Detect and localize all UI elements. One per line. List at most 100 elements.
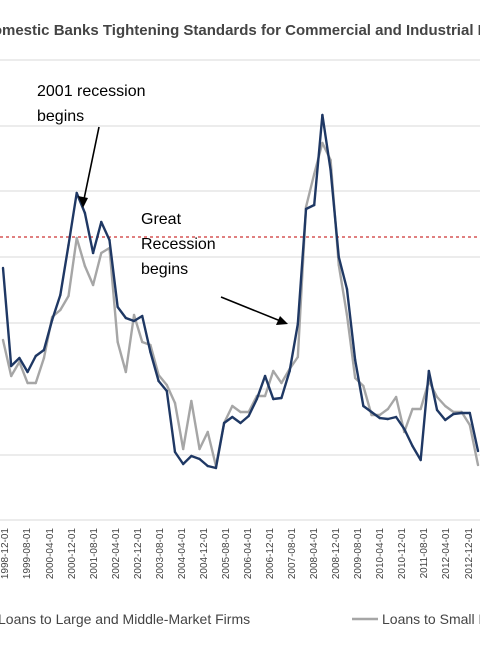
large-middle-firms-segment (206, 464, 218, 470)
x-tick-label: 2005-08-01 (221, 528, 232, 580)
small-firms-segment (198, 430, 209, 451)
annotation-great-recession: Great Recession begins (141, 211, 288, 325)
legend-label-large-middle: Loans to Large and Middle-Market Firms (0, 611, 250, 627)
x-tick-label: 2012-12-01 (464, 528, 475, 580)
small-firms-segment (345, 313, 357, 380)
large-middle-firms-segment (255, 374, 267, 401)
large-middle-firms-segment (386, 415, 398, 421)
annotation-great-recession-line-2: Recession (141, 236, 216, 253)
small-firms-segment (378, 407, 390, 417)
small-firms-segment (403, 407, 414, 434)
small-firms-segment (59, 294, 70, 312)
large-middle-firms-segment (321, 113, 332, 172)
large-middle-firms-segment (337, 255, 349, 291)
large-middle-firms-segment (165, 389, 177, 454)
large-middle-firms-segment (173, 450, 185, 466)
large-middle-firms-segment (42, 318, 54, 352)
large-middle-firms-segment (345, 287, 357, 362)
large-middle-firms-segment (435, 408, 447, 422)
annotation-great-recession-arrowhead (276, 316, 288, 325)
large-middle-firms-segment (263, 374, 275, 401)
x-tick-label: 2012-04-01 (441, 528, 452, 580)
small-firms-segment (222, 404, 234, 425)
large-middle-firms-segment (231, 415, 242, 425)
annotation-2001-line-1: 2001 recession (37, 83, 146, 100)
large-middle-firms-segment (329, 168, 340, 259)
small-firms-segment (83, 264, 95, 287)
large-middle-firms-segment (452, 411, 463, 416)
large-middle-firms-segment (419, 369, 431, 462)
large-middle-firms-segment (362, 404, 373, 414)
large-middle-firms-segment (141, 314, 152, 354)
large-middle-firms-segment (18, 356, 29, 374)
x-tick-label: 2006-04-01 (243, 528, 254, 580)
large-middle-firms-segment (124, 316, 136, 323)
large-middle-firms-segment (394, 415, 406, 431)
x-tick-label: 2004-04-01 (177, 528, 188, 580)
small-firms-segment (272, 369, 283, 385)
small-firms-segment (124, 313, 136, 374)
annotation-2001: 2001 recession begins (37, 83, 146, 208)
x-tick-label: 2010-12-01 (397, 528, 408, 580)
legend-label-small: Loans to Small Firms (382, 611, 480, 627)
small-firms-segment (181, 399, 193, 451)
small-firms-segment (206, 430, 218, 468)
large-middle-firms-segment (198, 457, 209, 468)
x-tick-label: 2009-08-01 (353, 528, 364, 580)
large-middle-firms-segment (313, 113, 324, 207)
x-tick-label: 2002-04-01 (111, 528, 122, 580)
gridlines (0, 59, 480, 456)
small-firms-segment (67, 236, 78, 298)
large-middle-firms-segment (353, 358, 365, 408)
large-middle-firms-segment (214, 421, 226, 470)
large-middle-firms-segment (247, 397, 259, 418)
small-firms-segment (9, 360, 21, 378)
annotation-2001-arrowhead (78, 196, 88, 208)
x-tick-label: 2004-12-01 (199, 528, 210, 580)
x-tick-label: 1998-12-01 (0, 528, 11, 580)
small-firms-segment (435, 395, 447, 408)
large-middle-firms-segment (100, 220, 111, 242)
small-firms-segment (190, 399, 201, 451)
large-middle-firms-segment (181, 454, 193, 466)
series-layer (1, 113, 480, 470)
large-middle-firms-segment (1, 266, 13, 368)
small-firms-segment (75, 236, 87, 268)
small-firms-segment (337, 263, 349, 317)
legend: Loans to Large and Middle-Market Firms L… (0, 611, 480, 627)
small-firms-segment (34, 356, 46, 385)
x-tick-labels: 1998-12-01 1999-08-01 2000-04-01 2000-12-01… (0, 528, 475, 580)
large-middle-firms-segment (132, 314, 144, 323)
large-middle-firms-segment (149, 350, 160, 383)
large-middle-firms-segment (108, 238, 119, 309)
large-middle-firms-segment (444, 412, 455, 422)
small-firms-segment (444, 404, 455, 414)
small-firms-segment (116, 340, 128, 374)
large-middle-firms-segment (239, 414, 250, 425)
small-firms-segment (100, 246, 111, 255)
large-middle-firms-segment (157, 379, 168, 393)
large-middle-firms-segment (50, 293, 62, 322)
small-firms-segment (247, 394, 259, 414)
x-tick-label: 2002-12-01 (133, 528, 144, 580)
large-middle-firms-segment (83, 211, 95, 255)
annotation-2001-arrow (82, 126, 100, 205)
large-middle-firms-segment (296, 207, 308, 326)
large-middle-firms-segment (288, 322, 300, 373)
x-tick-label: 2008-12-01 (331, 528, 342, 580)
large-middle-firms-segment (67, 191, 78, 247)
large-middle-firms-segment (222, 415, 234, 425)
small-firms-segment (18, 360, 29, 385)
large-middle-firms-segment (378, 416, 390, 421)
annotation-2001-line-2: begins (37, 108, 84, 125)
large-middle-firms-segment (411, 444, 422, 462)
annotation-great-recession-line-3: begins (141, 261, 188, 278)
annotation-great-recession-arrow (220, 296, 284, 323)
large-middle-firms-series (1, 113, 480, 470)
small-firms-segment (231, 404, 242, 414)
large-middle-firms-segment (280, 369, 291, 400)
large-middle-firms-segment (75, 191, 87, 215)
x-tick-label: 1999-08-01 (22, 528, 33, 580)
large-middle-firms-segment (34, 348, 46, 358)
